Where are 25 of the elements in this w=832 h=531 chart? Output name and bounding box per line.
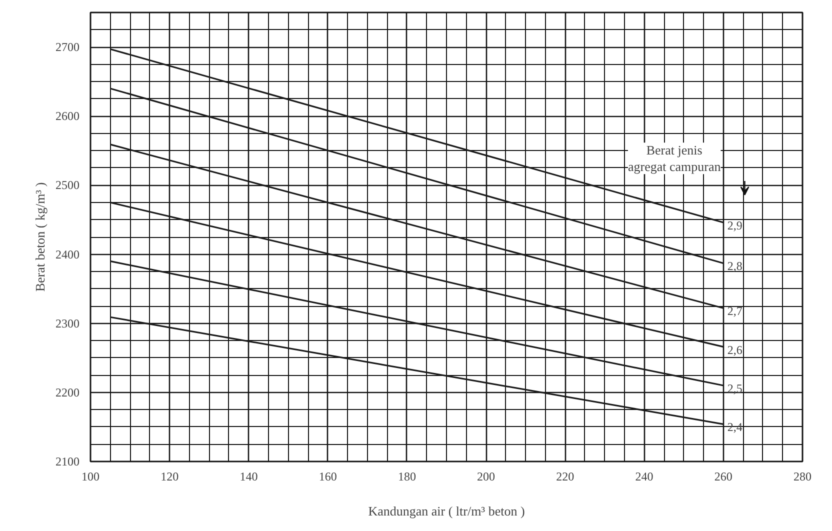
y-tick-label: 2400 (56, 247, 80, 262)
series-label: 2,9 (727, 218, 742, 232)
series-label: 2,7 (727, 304, 742, 318)
y-tick-label: 2100 (56, 454, 80, 468)
x-tick-label: 200 (477, 470, 496, 484)
y-axis-title: Berat beton ( kg/m³ ) (32, 182, 48, 292)
x-tick-label: 100 (82, 470, 100, 484)
y-tick-label: 2300 (56, 316, 80, 330)
x-tick-label: 120 (160, 470, 179, 484)
x-tick-label: 160 (318, 470, 337, 484)
x-tick-label: 140 (240, 470, 258, 484)
series-label: 2,5 (727, 382, 742, 396)
x-tick-label: 180 (398, 470, 416, 484)
y-tick-label: 2700 (56, 40, 80, 54)
series-label: 2,6 (727, 342, 742, 357)
x-tick-label: 220 (556, 470, 574, 484)
y-tick-label: 2200 (56, 385, 80, 400)
y-tick-label: 2600 (56, 109, 80, 124)
annotation: Berat jenis agregat campuran (628, 142, 722, 174)
x-axis-title: Kandungan air ( ltr/m³ beton ) (368, 504, 525, 518)
x-tick-label: 260 (714, 470, 732, 484)
x-tick-label: 240 (635, 470, 654, 484)
x-tick-label: 280 (794, 470, 812, 484)
series-label: 2,8 (727, 259, 742, 274)
y-tick-label: 2500 (56, 178, 80, 192)
